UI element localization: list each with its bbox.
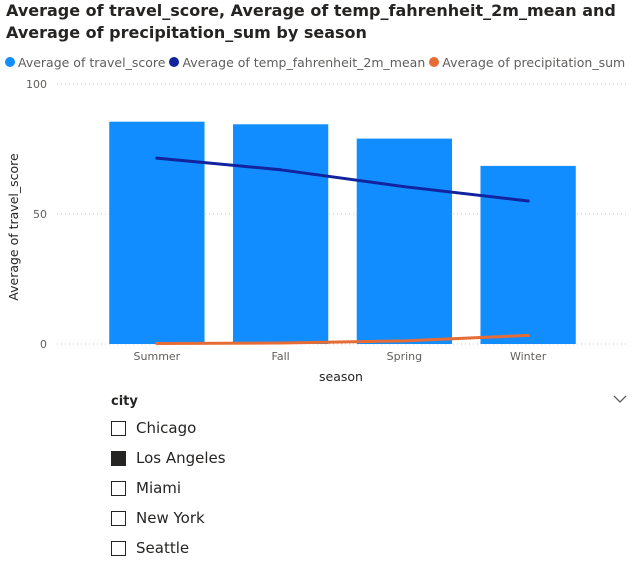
checkbox[interactable] xyxy=(111,540,126,556)
y-tick-label: 50 xyxy=(33,208,47,221)
x-tick-label: Winter xyxy=(510,350,547,363)
legend-item-precipitation[interactable]: Average of precipitation_sum xyxy=(429,55,625,70)
slicer-item-seattle[interactable]: Seattle xyxy=(111,536,189,560)
chevron-down-icon[interactable] xyxy=(612,392,628,406)
chart-title: Average of travel_score, Average of temp… xyxy=(6,1,616,42)
checkbox[interactable] xyxy=(111,420,126,436)
slicer-item-los-angeles[interactable]: Los Angeles xyxy=(111,446,226,470)
legend-label: Average of precipitation_sum xyxy=(442,54,626,70)
data-point xyxy=(279,341,283,345)
legend-label: Average of temp_fahrenheit_2m_mean xyxy=(182,54,426,70)
legend-item-temp-fahrenheit[interactable]: Average of temp_fahrenheit_2m_mean xyxy=(169,55,425,70)
series-line xyxy=(155,156,530,203)
y-tick-label: 0 xyxy=(40,338,47,351)
legend-marker xyxy=(169,57,180,67)
slicer-item-label: New York xyxy=(136,509,205,527)
bar xyxy=(356,138,453,344)
slicer-item-label: Los Angeles xyxy=(136,449,226,467)
legend-label: Average of travel_score xyxy=(18,54,166,70)
data-point xyxy=(402,185,406,189)
slicer-item-chicago[interactable]: Chicago xyxy=(111,416,196,440)
bar xyxy=(480,165,576,344)
data-point xyxy=(279,168,283,172)
bar xyxy=(109,121,205,344)
x-tick-label: Spring xyxy=(387,350,423,363)
data-point xyxy=(526,199,530,203)
checkbox[interactable] xyxy=(111,450,126,466)
slicer-title: city xyxy=(111,394,138,409)
checkbox[interactable] xyxy=(111,480,126,496)
slicer-item-miami[interactable]: Miami xyxy=(111,476,181,500)
chart-plot: Average of travel_score season 0 50 100 Sum… xyxy=(6,78,628,384)
data-point xyxy=(155,341,159,345)
legend-marker xyxy=(5,57,15,67)
slicer-item-label: Chicago xyxy=(136,419,197,437)
legend-marker xyxy=(429,57,440,67)
x-tick-label: Fall xyxy=(272,350,290,363)
checkbox[interactable] xyxy=(111,510,126,526)
slicer-item-label: Seattle xyxy=(136,539,190,557)
legend-item-travel-score[interactable]: Average of travel_score xyxy=(5,55,165,70)
x-tick-label: Summer xyxy=(134,350,181,363)
slicer-item-new-york[interactable]: New York xyxy=(111,506,205,530)
data-point xyxy=(155,156,159,160)
data-point xyxy=(402,339,406,343)
y-axis-title: Average of travel_score xyxy=(6,153,21,301)
data-point xyxy=(526,333,530,337)
bar xyxy=(232,124,329,344)
x-axis-title: season xyxy=(319,369,363,384)
y-tick-label: 100 xyxy=(26,78,47,91)
series-line xyxy=(155,333,530,345)
chart-legend: Average of travel_score Average of temp_… xyxy=(5,52,629,72)
slicer-item-label: Miami xyxy=(136,479,182,497)
